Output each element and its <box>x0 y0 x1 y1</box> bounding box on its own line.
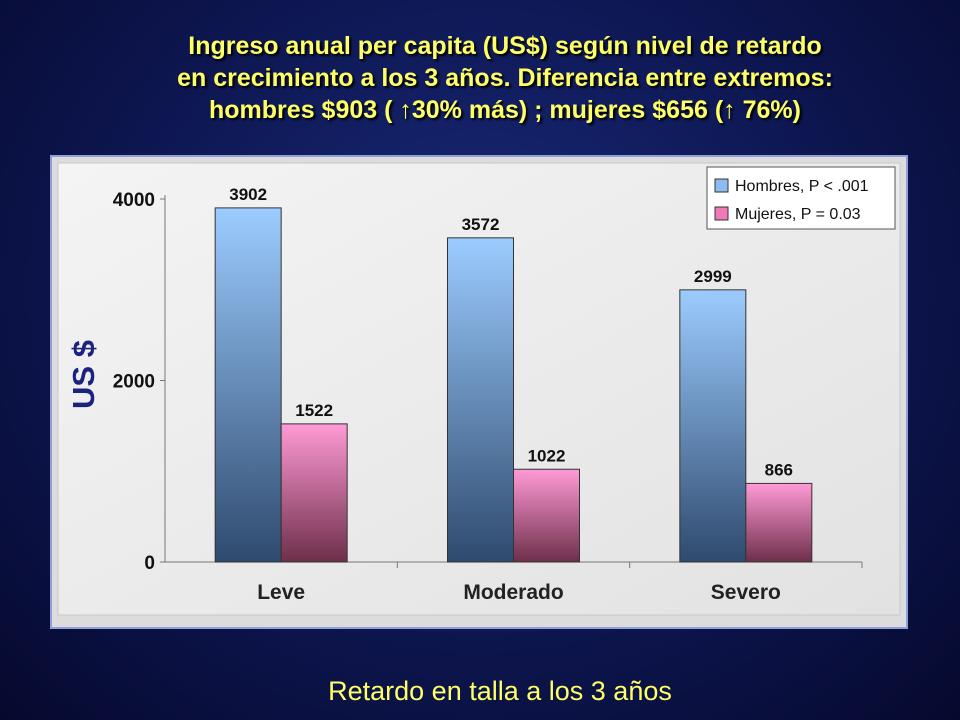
title-line-2: en crecimiento a los 3 años. Diferencia … <box>177 64 833 92</box>
bar-hombres <box>214 207 282 563</box>
x-axis-caption: Retardo en talla a los 3 años <box>328 676 672 706</box>
bar-hombres <box>447 237 514 563</box>
x-tick-label: Moderado <box>463 581 563 604</box>
y-axis-label: US $ <box>66 340 101 409</box>
y-tick-label: 4000 <box>113 190 155 211</box>
x-tick-label: Severo <box>711 581 781 604</box>
y-tick-label: 2000 <box>113 372 155 393</box>
chart-frame: 0 2000 4000 US $ 3902 1522 Leve 3572 1022 Moderad… <box>50 155 908 629</box>
data-label: 3572 <box>462 215 500 234</box>
data-label: 1022 <box>528 446 566 465</box>
bar-hombres <box>679 289 747 563</box>
legend-swatch <box>714 206 729 221</box>
y-tick-label: 0 <box>144 553 155 574</box>
legend-box <box>706 166 896 230</box>
legend-swatch <box>714 178 729 193</box>
bar-mujeres <box>280 423 348 563</box>
legend-label: Hombres, P < .001 <box>735 178 869 195</box>
data-label: 866 <box>765 460 793 479</box>
title-line-1: Ingreso anual per capita (US$) según niv… <box>188 32 822 60</box>
bar-chart: 0 2000 4000 US $ 3902 1522 Leve 3572 1022 Moderad… <box>57 162 901 616</box>
title-line-3: hombres $903 ( ↑30% más) ; mujeres $656 … <box>209 96 801 124</box>
data-label: 2999 <box>694 267 732 286</box>
x-tick-label: Leve <box>257 581 305 604</box>
bar-mujeres <box>513 468 580 563</box>
legend-label: Mujeres, P = 0.03 <box>735 206 861 223</box>
data-label: 3902 <box>229 185 267 204</box>
chart-title: Ingreso anual per capita (US$) según niv… <box>40 30 960 126</box>
data-label: 1522 <box>295 401 333 420</box>
bar-mujeres <box>745 482 813 563</box>
